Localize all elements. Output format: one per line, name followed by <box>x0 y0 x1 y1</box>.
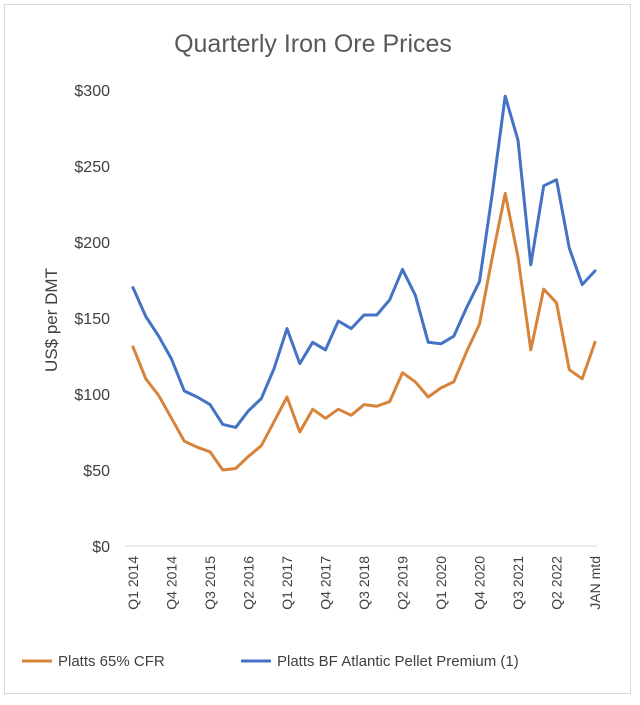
x-tick-label: Q1 2014 <box>125 556 141 610</box>
y-tick-label: $250 <box>74 159 110 176</box>
y-tick-labels: $0 $50 $100 $150 $200 $250 $300 <box>74 83 110 556</box>
x-tick-labels: Q1 2014 Q4 2014 Q3 2015 Q2 2016 Q1 2017 Q4 20… <box>125 556 603 610</box>
x-tick-label: Q4 2017 <box>318 556 334 610</box>
y-tick-label: $100 <box>74 387 110 404</box>
series-line-1 <box>131 94 597 429</box>
x-tick-label: JAN mtd <box>587 556 603 610</box>
legend: Platts 65% CFR Platts BF Atlantic Pellet … <box>22 653 519 670</box>
series-line-0 <box>131 191 597 472</box>
series-lines <box>131 94 597 472</box>
x-tick-label: Q2 2019 <box>395 556 411 610</box>
x-tick-label: Q3 2021 <box>510 556 526 610</box>
y-tick-label: $0 <box>92 539 110 556</box>
y-axis-label: US$ per DMT <box>42 268 61 372</box>
y-tick-label: $50 <box>83 463 110 480</box>
y-tick-label: $200 <box>74 235 110 252</box>
x-tick-label: Q4 2014 <box>164 556 180 610</box>
x-tick-label: Q4 2020 <box>472 556 488 610</box>
legend-label-0: Platts 65% CFR <box>58 653 165 670</box>
x-tick-label: Q1 2020 <box>433 556 449 610</box>
x-tick-label: Q1 2017 <box>279 556 295 610</box>
y-tick-label: $300 <box>74 83 110 100</box>
legend-label-1: Platts BF Atlantic Pellet Premium (1) <box>277 653 519 670</box>
x-tick-label: Q3 2018 <box>356 556 372 610</box>
y-tick-label: $150 <box>74 311 110 328</box>
x-tick-label: Q2 2016 <box>241 556 257 610</box>
x-tick-label: Q2 2022 <box>549 556 565 610</box>
chart-title: Quarterly Iron Ore Prices <box>174 30 452 58</box>
chart-frame <box>4 4 631 694</box>
x-tick-label: Q3 2015 <box>202 556 218 610</box>
